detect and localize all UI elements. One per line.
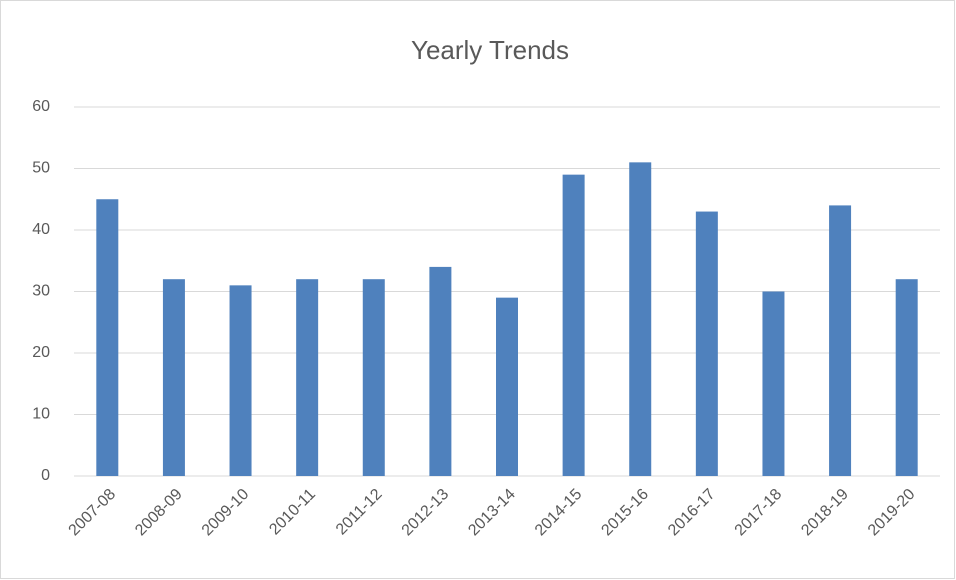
bar	[829, 205, 852, 476]
y-tick-label: 10	[32, 406, 50, 423]
y-tick-label: 20	[32, 344, 50, 361]
bar	[162, 279, 185, 476]
y-tick-label: 40	[32, 221, 50, 238]
bar	[229, 285, 252, 476]
bar	[362, 279, 385, 476]
bar	[496, 297, 518, 476]
bar	[562, 174, 585, 476]
bar	[762, 291, 785, 476]
bar	[296, 279, 319, 476]
y-tick-label: 50	[32, 160, 50, 177]
y-tick-label: 0	[41, 467, 50, 484]
bar	[629, 162, 652, 476]
y-tick-label: 30	[32, 283, 50, 300]
bar	[895, 279, 918, 476]
chart-title: Yearly Trends	[411, 35, 569, 65]
bar	[695, 211, 718, 477]
bar	[96, 199, 119, 476]
bar	[429, 266, 452, 476]
y-tick-label: 60	[32, 98, 50, 115]
